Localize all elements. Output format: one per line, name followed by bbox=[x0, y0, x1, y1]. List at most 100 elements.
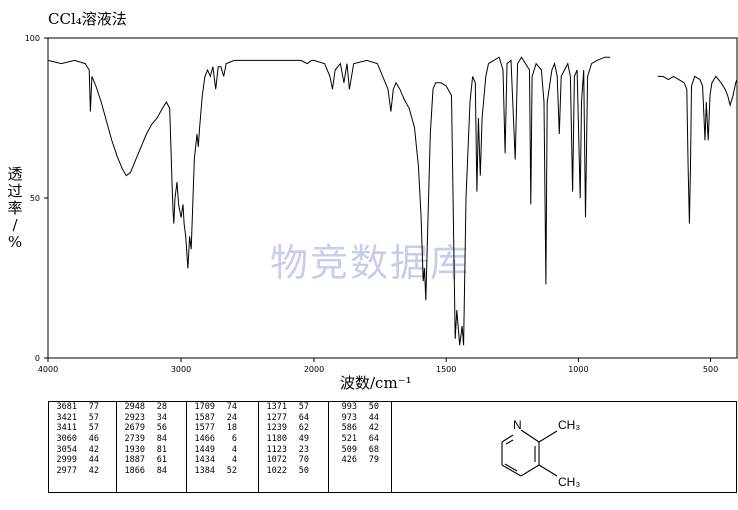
peak-wavenumber: 1587 bbox=[194, 412, 215, 423]
peak-wavenumber: 2999 bbox=[56, 455, 77, 466]
peak-wavenumber: 1866 bbox=[124, 466, 145, 477]
peak-wavenumber: 521 bbox=[341, 434, 357, 445]
peak-wavenumber: 1123 bbox=[266, 444, 287, 455]
y-axis-label-char: 透 bbox=[7, 165, 23, 183]
peak-transmittance: 44 bbox=[88, 455, 99, 466]
bond bbox=[520, 429, 540, 443]
peak-wavenumber: 1239 bbox=[266, 423, 287, 434]
peak-transmittance: 70 bbox=[298, 455, 309, 466]
peak-wavenumber: 1709 bbox=[194, 402, 215, 412]
peak-wavenumber: 509 bbox=[341, 444, 357, 455]
peak-table-row: 1239 62 bbox=[259, 423, 328, 434]
peak-transmittance: 68 bbox=[368, 444, 379, 455]
peak-transmittance: 42 bbox=[88, 466, 99, 477]
peak-transmittance: 79 bbox=[368, 455, 379, 466]
peak-table-column: 1709 74 1587 24 1577 18 1466 6 1449 4 1434 4 1384 52 bbox=[187, 402, 259, 492]
peak-wavenumber: 2977 bbox=[56, 466, 77, 477]
y-tick-label: 100 bbox=[25, 34, 40, 43]
peak-wavenumber: 2923 bbox=[124, 412, 145, 423]
peak-table-column: 2948 28 2923 34 2679 56 2739 84 1930 81 1887 61 1866… bbox=[117, 402, 187, 492]
peak-wavenumber: 1434 bbox=[194, 455, 215, 466]
y-tick-label: 50 bbox=[30, 194, 40, 203]
peak-transmittance: 52 bbox=[226, 466, 237, 477]
peak-table-row: 2739 84 bbox=[117, 434, 186, 445]
peak-transmittance: 23 bbox=[298, 444, 309, 455]
bond bbox=[520, 464, 540, 477]
pyridine-ring bbox=[501, 429, 558, 477]
peak-transmittance: 77 bbox=[88, 402, 99, 412]
x-axis-label: 波数/cm⁻¹ bbox=[340, 374, 412, 392]
peak-wavenumber: 426 bbox=[341, 455, 357, 466]
methyl-bond bbox=[538, 430, 558, 443]
nitrogen-label: N bbox=[513, 418, 522, 432]
peak-transmittance: 24 bbox=[226, 412, 237, 423]
peak-transmittance: 42 bbox=[88, 444, 99, 455]
peak-wavenumber: 1384 bbox=[194, 466, 215, 477]
peak-table-column: 993 50 973 44 586 42 521 64 509 68 426 79 bbox=[329, 402, 391, 492]
x-tick-label: 4000 bbox=[38, 365, 58, 374]
peak-transmittance: 18 bbox=[226, 423, 237, 434]
peak-table-row: 3411 57 bbox=[49, 423, 116, 434]
bond bbox=[501, 464, 522, 477]
peak-table-row: 426 79 bbox=[329, 455, 391, 466]
watermark: 物竞数据库 bbox=[270, 241, 471, 285]
peak-transmittance: 6 bbox=[231, 434, 237, 445]
peak-wavenumber: 3411 bbox=[56, 423, 77, 434]
peak-wavenumber: 1277 bbox=[266, 412, 287, 423]
methyl-label-2: CH₃ bbox=[558, 475, 580, 489]
y-tick-label: 0 bbox=[35, 354, 40, 363]
peak-wavenumber: 1930 bbox=[124, 444, 145, 455]
peak-transmittance: 34 bbox=[156, 412, 167, 423]
y-axis-label-char: / bbox=[12, 216, 18, 234]
peak-table-row: 973 44 bbox=[329, 413, 391, 424]
peak-transmittance: 28 bbox=[156, 402, 167, 412]
x-tick-label: 1500 bbox=[436, 365, 456, 374]
peak-transmittance: 57 bbox=[88, 412, 99, 423]
peak-wavenumber: 2948 bbox=[124, 402, 145, 412]
peak-table-row: 1466 6 bbox=[187, 434, 258, 445]
peak-table-row: 2679 56 bbox=[117, 423, 186, 434]
x-tick-label: 3000 bbox=[171, 365, 191, 374]
structure-drawing: N CH₃ CH₃ bbox=[501, 418, 580, 489]
structure-panel: N CH₃ CH₃ bbox=[392, 401, 737, 493]
peak-transmittance: 61 bbox=[156, 455, 167, 466]
peak-table-row: 1449 4 bbox=[187, 445, 258, 456]
plot-frame bbox=[47, 37, 738, 359]
peak-table-row: 1577 18 bbox=[187, 423, 258, 434]
peak-transmittance: 62 bbox=[298, 423, 309, 434]
peak-transmittance: 81 bbox=[156, 444, 167, 455]
peak-wavenumber: 1371 bbox=[266, 402, 287, 412]
spectrum-trace bbox=[657, 75, 738, 224]
peak-table-row: 1434 4 bbox=[187, 455, 258, 466]
peak-table-row: 1866 84 bbox=[117, 466, 186, 477]
peak-transmittance: 57 bbox=[88, 423, 99, 434]
peak-wavenumber: 1022 bbox=[266, 466, 287, 477]
chart-title: CCl₄溶液法 bbox=[48, 10, 127, 28]
double-bond bbox=[504, 463, 518, 472]
peak-table-row: 509 68 bbox=[329, 445, 391, 456]
peak-wavenumber: 973 bbox=[341, 412, 357, 423]
peak-table-row: 1930 81 bbox=[117, 445, 186, 456]
peak-transmittance: 84 bbox=[156, 434, 167, 445]
peak-table: 3681 77 3421 57 3411 57 3060 46 3054 42 2999 44 2977… bbox=[48, 401, 392, 493]
peak-transmittance: 56 bbox=[156, 423, 167, 434]
peak-table-row: 2948 28 bbox=[117, 402, 186, 413]
peak-wavenumber: 1577 bbox=[194, 423, 215, 434]
peak-transmittance: 46 bbox=[88, 434, 99, 445]
peak-transmittance: 49 bbox=[298, 434, 309, 445]
peak-wavenumber: 1449 bbox=[194, 444, 215, 455]
peak-table-row: 1371 57 bbox=[259, 402, 328, 413]
peak-transmittance: 44 bbox=[368, 412, 379, 423]
ir-spectrum-plot: 4000 3000 2000 1500 1000 500 0 50 100 bbox=[25, 34, 738, 374]
peak-transmittance: 50 bbox=[368, 402, 379, 412]
peak-transmittance: 4 bbox=[231, 455, 237, 466]
peak-transmittance: 84 bbox=[156, 466, 167, 477]
peak-wavenumber: 586 bbox=[341, 423, 357, 434]
peak-transmittance: 64 bbox=[368, 434, 379, 445]
peak-table-row: 1887 61 bbox=[117, 455, 186, 466]
peak-wavenumber: 1466 bbox=[194, 434, 215, 445]
peak-transmittance: 57 bbox=[298, 402, 309, 412]
peak-table-row: 1180 49 bbox=[259, 434, 328, 445]
peak-table-row: 1123 23 bbox=[259, 445, 328, 456]
peak-wavenumber: 2679 bbox=[124, 423, 145, 434]
